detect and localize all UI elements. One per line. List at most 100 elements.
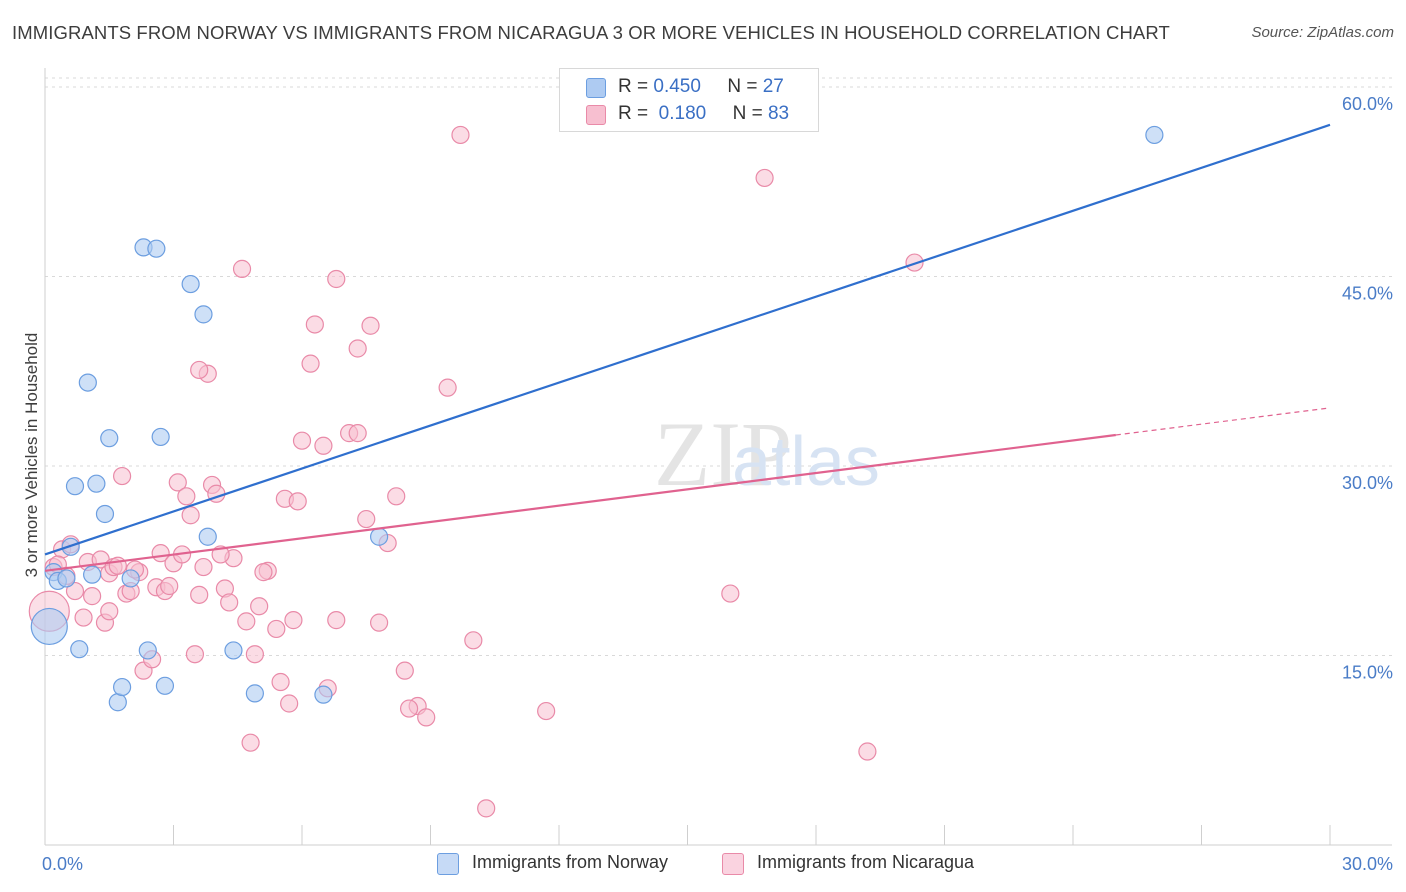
nicaragua-n-label: N =	[732, 103, 768, 124]
nicaragua-point	[301, 354, 320, 373]
norway-point	[151, 427, 170, 447]
norway-point	[198, 527, 217, 546]
nicaragua-point	[387, 487, 406, 506]
norway-point	[65, 477, 85, 496]
nicaragua-point	[858, 742, 877, 761]
y-tick-label: 45.0%	[1342, 283, 1393, 303]
nicaragua-r-label: R =	[618, 103, 654, 124]
norway-point-large	[30, 607, 68, 646]
norway-point	[194, 305, 213, 324]
nicaragua-point	[288, 492, 307, 511]
chart-title: IMMIGRANTS FROM NORWAY VS IMMIGRANTS FRO…	[12, 22, 1170, 43]
norway-point	[121, 569, 140, 588]
nicaragua-point	[194, 557, 213, 577]
nicaragua-point	[250, 597, 269, 616]
nicaragua-point	[417, 708, 436, 727]
nicaragua-point	[112, 466, 132, 486]
norway-swatch-icon	[586, 78, 606, 98]
nicaragua-point	[361, 316, 380, 335]
watermark-atlas: atlas	[732, 422, 880, 500]
nicaragua-point	[348, 339, 367, 358]
norway-point	[78, 373, 97, 392]
axes	[44, 68, 1392, 846]
nicaragua-point	[464, 631, 483, 650]
nicaragua-point	[190, 360, 209, 380]
nicaragua-point	[74, 608, 93, 627]
nicaragua-point	[271, 672, 290, 692]
norway-trend-line	[44, 123, 1331, 556]
norway-legend-label: Immigrants from Norway	[472, 852, 669, 872]
nicaragua-point	[168, 473, 187, 492]
trend-lines	[44, 123, 1331, 572]
nicaragua-point	[292, 431, 312, 450]
x-tick-label-max: 30.0%	[1342, 854, 1393, 874]
norway-point	[95, 504, 115, 524]
norway-point	[100, 429, 119, 448]
nicaragua-point	[245, 645, 264, 664]
nicaragua-trend-line	[44, 433, 1116, 572]
norway-r-value: 0.450	[653, 76, 701, 97]
nicaragua-point	[65, 581, 85, 601]
nicaragua-point	[721, 584, 740, 603]
nicaragua-point	[232, 259, 252, 278]
norway-point	[70, 640, 89, 659]
nicaragua-point	[83, 587, 102, 606]
gridlines	[45, 77, 1392, 656]
nicaragua-trend-line-extension	[1115, 407, 1331, 436]
nicaragua-point	[237, 612, 256, 631]
nicaragua-point	[348, 424, 367, 443]
norway-point	[155, 676, 175, 695]
nicaragua-point	[438, 378, 457, 397]
nicaragua-point	[100, 602, 119, 621]
nicaragua-swatch-icon	[586, 105, 606, 125]
y-tick-label: 30.0%	[1342, 473, 1393, 493]
nicaragua-point	[314, 436, 333, 455]
nicaragua-point	[905, 253, 924, 272]
nicaragua-point	[241, 733, 260, 752]
nicaragua-point	[399, 699, 419, 718]
nicaragua-point	[357, 509, 376, 529]
nicaragua-point	[370, 613, 389, 632]
nicaragua-point	[177, 487, 196, 506]
nicaragua-point	[160, 576, 179, 596]
nicaragua-point	[181, 506, 200, 525]
nicaragua-point	[305, 315, 324, 334]
norway-legend-swatch-icon	[437, 853, 459, 875]
norway-point	[224, 641, 243, 660]
nicaragua-point	[477, 799, 496, 818]
nicaragua-n-value: 83	[767, 103, 790, 124]
norway-point	[138, 641, 157, 660]
nicaragua-point	[190, 585, 209, 604]
watermark-zip: ZIP	[654, 403, 792, 505]
norway-point	[57, 569, 76, 588]
nicaragua-point	[451, 125, 470, 145]
x-tick-label-min: 0.0%	[42, 854, 83, 874]
norway-point	[112, 677, 132, 697]
nicaragua-point	[327, 611, 346, 630]
nicaragua-point	[755, 168, 774, 188]
y-tick-label: 60.0%	[1342, 94, 1393, 114]
nicaragua-legend-label: Immigrants from Nicaragua	[757, 852, 975, 872]
norway-point	[181, 274, 200, 294]
nicaragua-point	[537, 701, 556, 721]
nicaragua-point	[185, 645, 205, 664]
norway-n-value: 27	[762, 76, 784, 97]
nicaragua-point	[280, 694, 299, 713]
nicaragua-point	[254, 563, 273, 582]
nicaragua-point	[395, 661, 414, 680]
correlation-legend: R = 0.450 N = 27 R = 0.180 N = 83	[559, 68, 819, 132]
norway-n-label: N =	[727, 76, 763, 97]
source-label: Source: ZipAtlas.com	[1251, 24, 1394, 41]
norway-point	[370, 527, 389, 546]
norway-point	[83, 565, 102, 584]
norway-point	[87, 474, 106, 493]
nicaragua-point	[267, 619, 286, 639]
y-tick-label: 15.0%	[1342, 662, 1393, 682]
norway-point	[147, 239, 166, 258]
nicaragua-point	[327, 269, 346, 289]
tick-labels: 15.0% 30.0% 45.0% 60.0% 0.0% 30.0%	[42, 94, 1393, 874]
norway-point	[314, 685, 333, 704]
norway-point	[108, 693, 127, 712]
norway-point	[245, 684, 264, 703]
